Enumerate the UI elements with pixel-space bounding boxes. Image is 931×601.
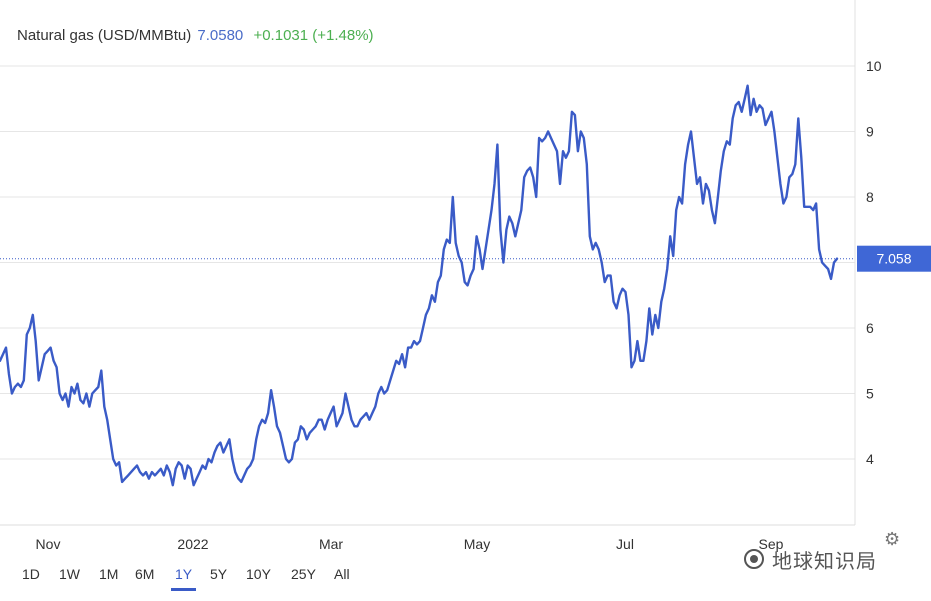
- range-25y-button[interactable]: 25Y: [291, 566, 316, 582]
- watermark-text: 地球知识局: [772, 548, 877, 573]
- price-change: +0.1031 (+1.48%): [253, 27, 374, 44]
- watermark: 地球知识局: [744, 546, 877, 573]
- x-tick-label: Nov: [36, 536, 61, 552]
- range-5y-button[interactable]: 5Y: [210, 566, 228, 582]
- range-1m-button[interactable]: 1M: [99, 566, 119, 582]
- y-tick-label: 10: [866, 58, 882, 74]
- range-1w-button[interactable]: 1W: [59, 566, 80, 582]
- y-tick-label: 9: [866, 124, 874, 140]
- range-1y-button[interactable]: 1Y: [171, 566, 197, 591]
- x-tick-label: Sep: [759, 536, 784, 552]
- range-all-button[interactable]: All: [334, 566, 350, 582]
- chart-header: Natural gas (USD/MMBtu) 7.0580 +0.1031 (…: [17, 27, 374, 44]
- current-price-marker: 7.058: [0, 245, 931, 272]
- y-tick-label: 6: [866, 320, 874, 336]
- last-price-label: 7.058: [876, 251, 911, 267]
- wechat-logo-icon: [744, 549, 764, 569]
- gear-icon[interactable]: ⚙: [884, 529, 901, 549]
- price-series: [0, 84, 839, 487]
- last-price-tag: [857, 245, 931, 272]
- range-6m-button[interactable]: 6M: [135, 566, 155, 582]
- x-tick-label: Mar: [319, 536, 343, 552]
- current-price: 7.0580: [197, 27, 244, 44]
- x-tick-label: Jul: [616, 536, 634, 552]
- series-line: [0, 84, 839, 487]
- x-tick-label: 2022: [177, 536, 208, 552]
- y-tick-label: 5: [866, 386, 874, 402]
- axes: 45678910Nov2022MarMayJulSep: [0, 0, 882, 552]
- range-10y-button[interactable]: 10Y: [246, 566, 271, 582]
- grid-lines: [0, 65, 855, 460]
- y-tick-label: 4: [866, 451, 874, 467]
- range-1d-button[interactable]: 1D: [22, 566, 40, 582]
- instrument-title: Natural gas (USD/MMBtu): [17, 27, 192, 44]
- x-tick-label: May: [464, 536, 490, 552]
- y-tick-label: 8: [866, 189, 874, 205]
